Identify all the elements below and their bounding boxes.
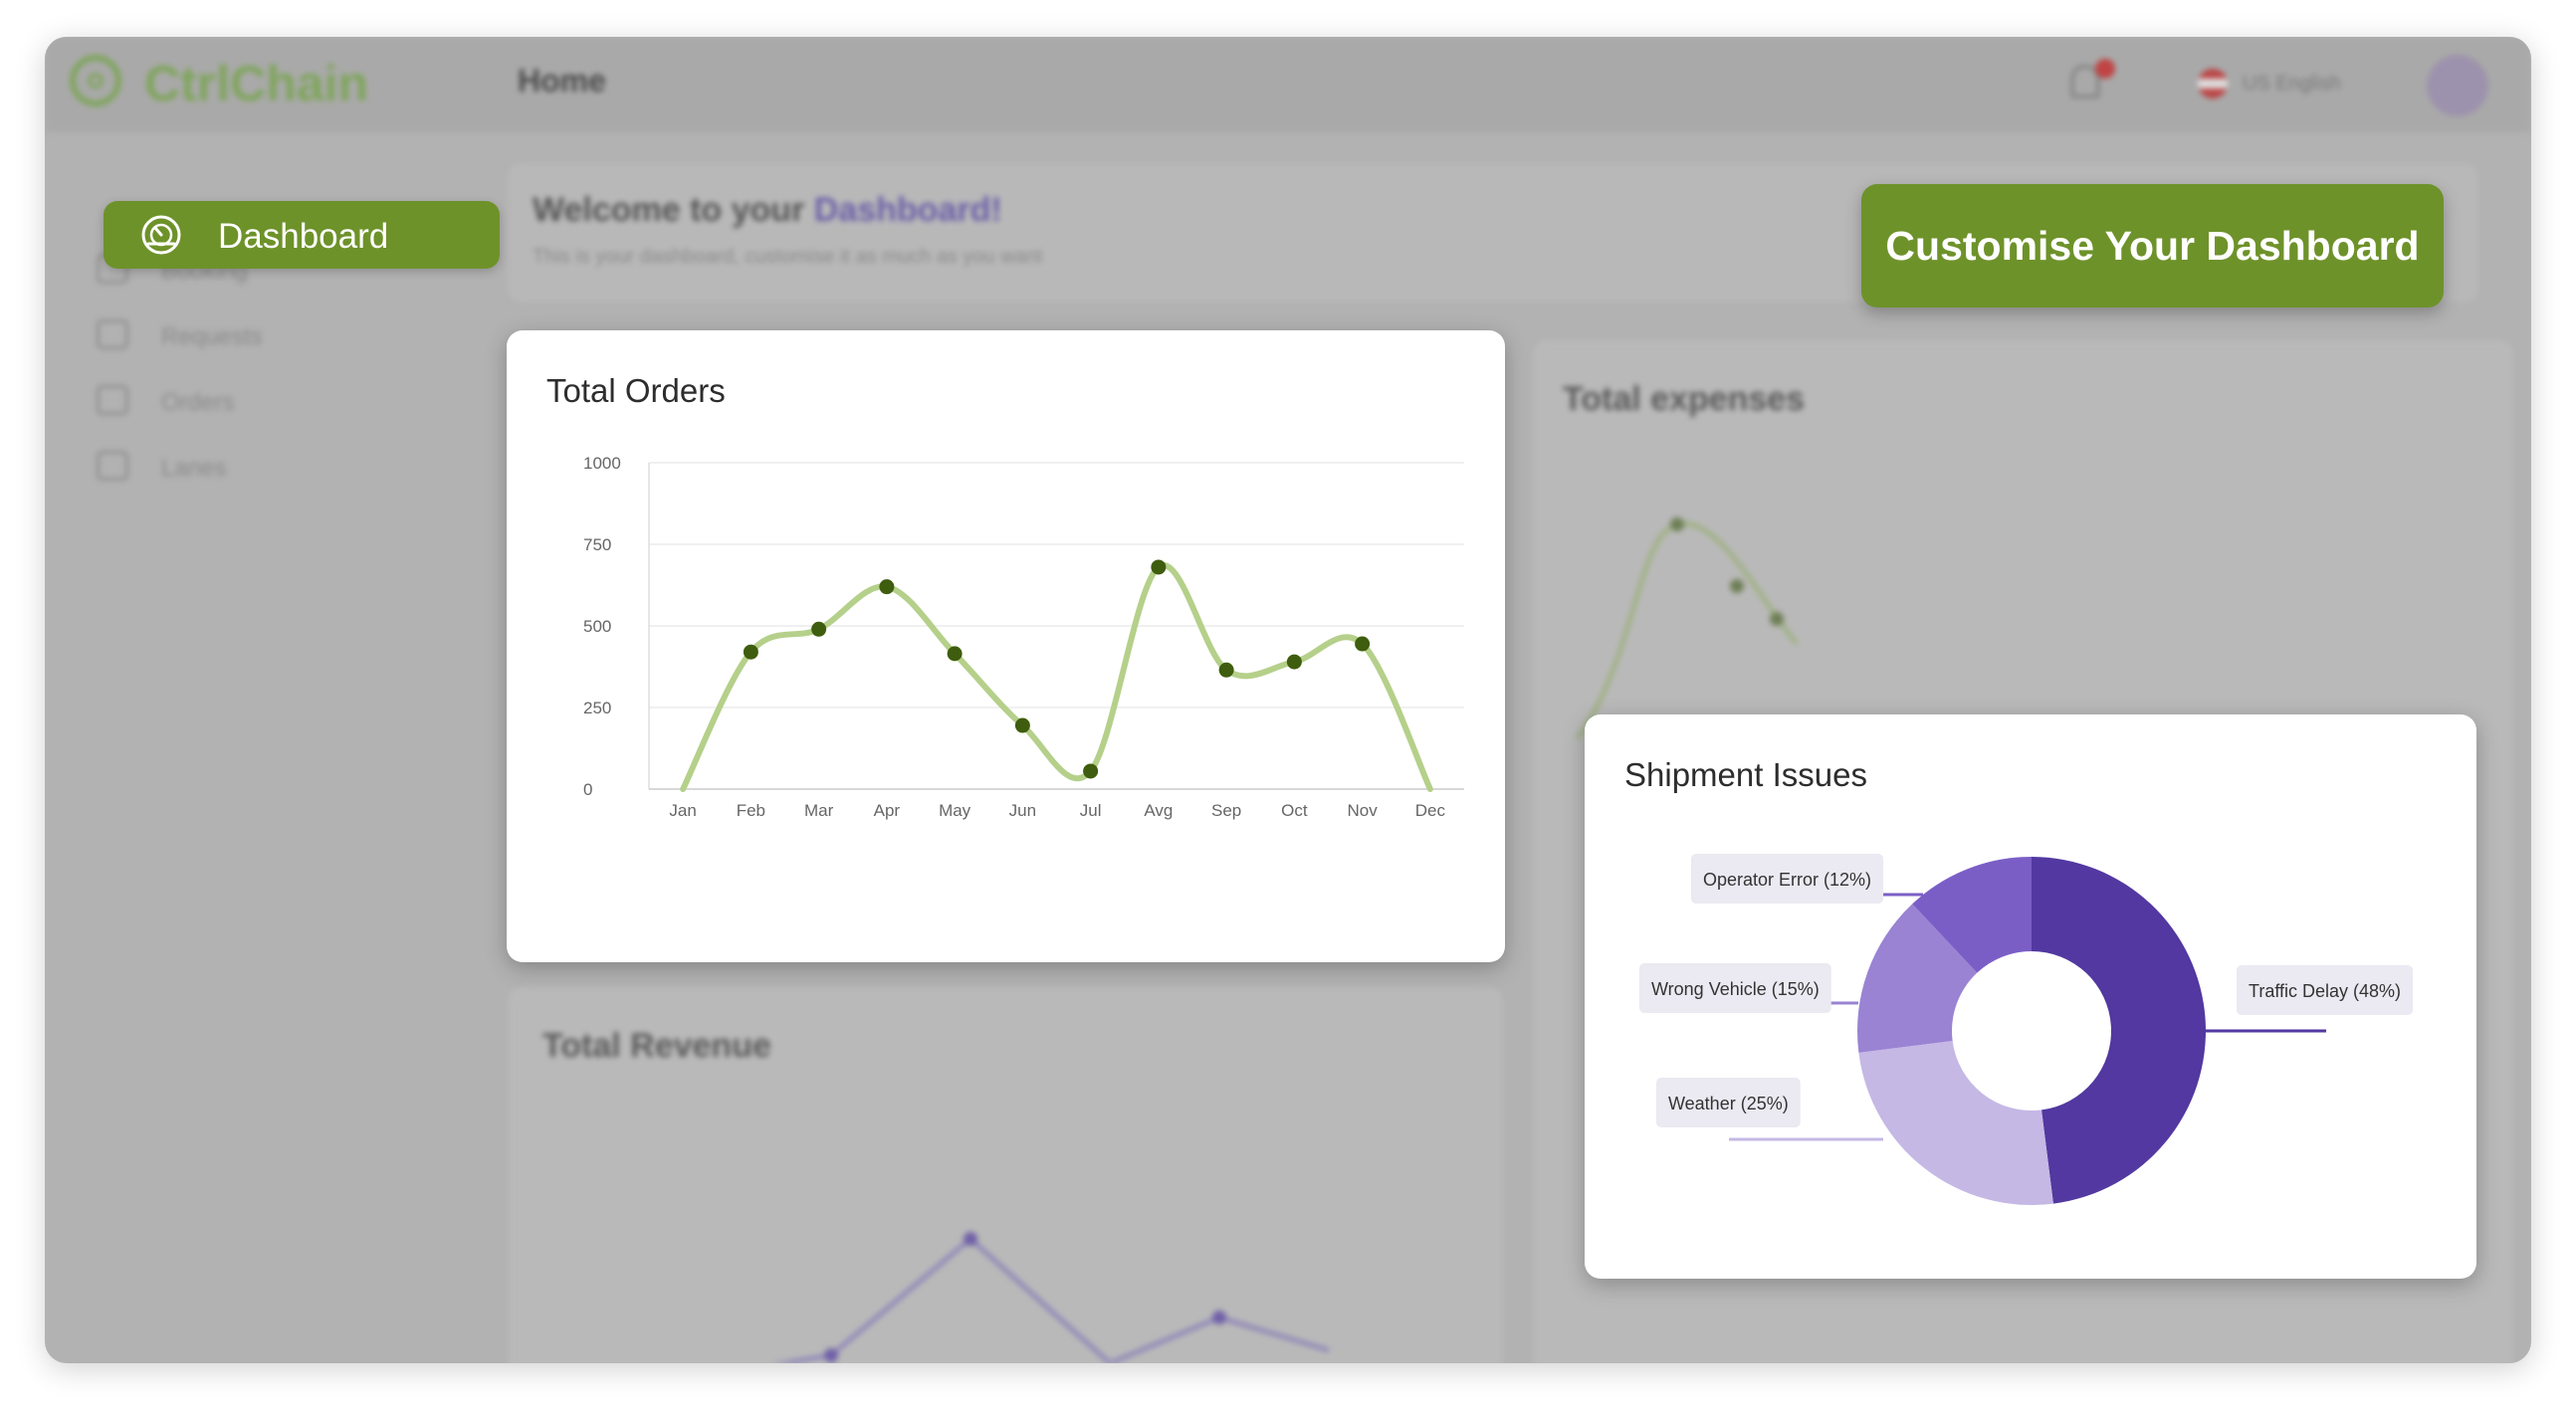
x-tick-label: Avg bbox=[1144, 801, 1173, 820]
data-point bbox=[947, 646, 963, 662]
sidebar-item-requests[interactable]: Requests bbox=[161, 323, 263, 350]
shipment-issues-chart: Traffic Delay (48%) Weather (25%) Wrong Ve… bbox=[1639, 854, 2414, 1205]
customise-dashboard-button[interactable]: Customise Your Dashboard bbox=[1861, 184, 2444, 307]
welcome-subtitle: This is your dashboard, customise it as … bbox=[533, 246, 1043, 268]
y-tick-label: 500 bbox=[583, 617, 611, 636]
page-title: Home bbox=[518, 63, 606, 99]
slice-label: Wrong Vehicle (15%) bbox=[1639, 963, 1831, 1013]
sidebar-item-label: Dashboard bbox=[218, 217, 389, 256]
x-tick-label: Jan bbox=[669, 801, 696, 820]
slice-label-box bbox=[1639, 963, 1831, 1013]
x-tick-label: Jul bbox=[1080, 801, 1102, 820]
revenue-card-title: Total Revenue bbox=[542, 1027, 771, 1065]
clipboard-icon bbox=[97, 385, 128, 415]
us-flag-icon bbox=[2198, 69, 2228, 99]
app-logo-text: CtrlChain bbox=[144, 56, 368, 111]
route-icon bbox=[97, 451, 128, 481]
x-tick-label: Sep bbox=[1211, 801, 1241, 820]
welcome-title-prefix: Welcome to your bbox=[533, 191, 814, 229]
data-point bbox=[1355, 636, 1371, 652]
data-point bbox=[879, 579, 895, 595]
donut-slice bbox=[1912, 857, 2032, 973]
background-chart-lines bbox=[770, 517, 1799, 1363]
slice-label-text: Traffic Delay (48%) bbox=[2249, 981, 2401, 1001]
data-point bbox=[811, 621, 827, 637]
expenses-card-title: Total expenses bbox=[1563, 380, 1806, 418]
slice-label: Operator Error (12%) bbox=[1691, 854, 1884, 904]
welcome-title: Welcome to your Dashboard! bbox=[533, 191, 1002, 230]
y-tick-label: 750 bbox=[583, 535, 611, 554]
welcome-title-highlight: Dashboard! bbox=[813, 191, 1002, 229]
x-tick-label: May bbox=[939, 801, 971, 820]
sidebar-item-dashboard[interactable]: Dashboard bbox=[104, 201, 500, 269]
donut-slice bbox=[1858, 1041, 2053, 1205]
y-tick-label: 250 bbox=[583, 699, 611, 717]
slice-label-box bbox=[1656, 1078, 1801, 1127]
notification-badge bbox=[2095, 59, 2115, 79]
slice-label-text: Operator Error (12%) bbox=[1703, 870, 1871, 890]
sidebar-item-orders[interactable]: Orders bbox=[161, 389, 235, 416]
data-point bbox=[1151, 559, 1167, 575]
x-tick-label: Feb bbox=[737, 801, 765, 820]
chart-title: Total Orders bbox=[546, 372, 726, 409]
total-orders-chart: 0 250 500 750 1000 Jan Feb Mar Apr May Jun Jul Avg Se… bbox=[583, 454, 1464, 820]
data-point bbox=[743, 644, 758, 660]
x-tick-label: Mar bbox=[804, 801, 834, 820]
notification-bell-icon[interactable] bbox=[2070, 65, 2100, 99]
sidebar-item-lanes[interactable]: Lanes bbox=[161, 455, 227, 482]
shipment-issues-card: Shipment Issues Traffic Delay (48%) Weath… bbox=[1585, 714, 2476, 1279]
donut-slice bbox=[1857, 904, 1978, 1053]
data-point bbox=[1218, 662, 1234, 678]
speedometer-icon bbox=[141, 215, 181, 255]
inbox-icon bbox=[97, 319, 128, 349]
language-selector[interactable]: US English bbox=[2243, 73, 2341, 95]
slice-label-text: Wrong Vehicle (15%) bbox=[1651, 979, 1820, 999]
slice-label-box bbox=[1691, 854, 1884, 904]
donut-slice bbox=[2032, 857, 2206, 1204]
logo-icon bbox=[70, 55, 121, 106]
slice-label-box bbox=[2237, 965, 2414, 1015]
top-header: CtrlChain Home US English bbox=[45, 37, 2531, 132]
user-avatar[interactable] bbox=[2427, 55, 2488, 116]
slice-label-text: Weather (25%) bbox=[1668, 1094, 1789, 1113]
x-tick-label: Nov bbox=[1348, 801, 1379, 820]
data-point bbox=[1083, 763, 1099, 779]
x-tick-label: Dec bbox=[1415, 801, 1446, 820]
y-tick-label: 0 bbox=[583, 780, 592, 799]
slice-label: Traffic Delay (48%) bbox=[2237, 965, 2414, 1015]
orders-series-line bbox=[680, 562, 1433, 792]
data-point bbox=[1014, 717, 1030, 733]
slice-label: Weather (25%) bbox=[1656, 1078, 1801, 1127]
revenue-card bbox=[508, 987, 1503, 1363]
data-point bbox=[1286, 654, 1302, 670]
x-tick-label: Oct bbox=[1281, 801, 1308, 820]
y-tick-label: 1000 bbox=[583, 454, 621, 473]
chart-title: Shipment Issues bbox=[1624, 756, 1867, 793]
x-tick-label: Apr bbox=[874, 801, 901, 820]
x-tick-label: Jun bbox=[1009, 801, 1036, 820]
total-orders-card: Total Orders 0 250 500 750 1000 Jan Feb Mar Apr M… bbox=[507, 330, 1505, 962]
